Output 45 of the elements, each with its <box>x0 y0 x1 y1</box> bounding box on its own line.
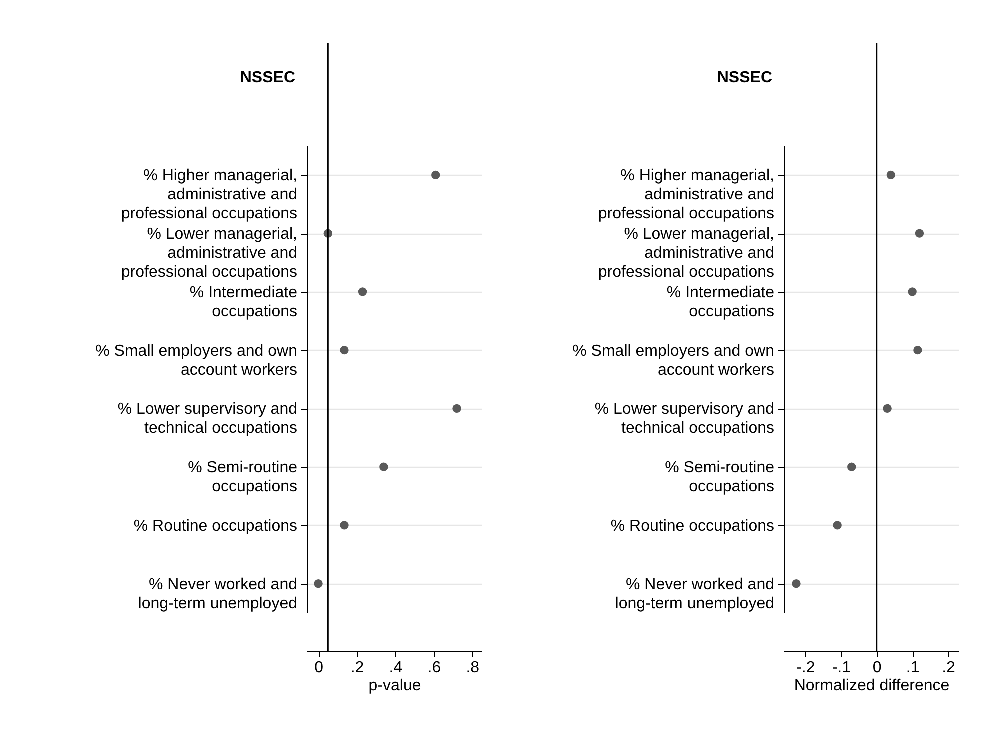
x-axis-title: p-value <box>368 678 422 694</box>
y-tick-label: % Lower supervisory and technical occupations <box>594 401 774 438</box>
y-tick-label: % Higher managerial, administrative and professional occupations <box>121 168 298 223</box>
x-tick-label: -.1 <box>832 660 852 676</box>
x-tick-label: .1 <box>906 660 920 676</box>
x-tick-label: .2 <box>942 660 956 676</box>
x-tick-label: .2 <box>350 660 364 676</box>
y-tick-label: % Semi-routine occupations <box>188 460 298 496</box>
point <box>848 462 856 472</box>
point <box>314 579 323 588</box>
y-tick-label: % Routine occupations <box>610 518 774 535</box>
x-axis-title: Normalized difference <box>794 678 950 694</box>
point <box>340 346 349 355</box>
point <box>340 521 349 530</box>
y-tick-label: % Routine occupations <box>134 518 298 535</box>
y-tick-label: % Semi-routine occupations <box>665 460 775 496</box>
y-tick-label: % Intermediate occupations <box>666 284 775 320</box>
point <box>452 404 462 414</box>
y-tick-label: % Small employers and own account workers <box>572 342 774 379</box>
x-tick-label: 0 <box>314 660 324 676</box>
y-tick-label: % Small employers and own account workers <box>96 342 298 379</box>
y-tick-label: % Higher managerial, administrative and professional occupations <box>598 168 774 223</box>
y-axis-title: NSSEC <box>717 70 773 86</box>
point <box>833 521 842 530</box>
point <box>380 462 388 472</box>
y-axis-title: NSSEC <box>240 70 296 86</box>
y-tick-label: % Never worked and long-term unemployed <box>615 576 774 612</box>
x-tick-label: .4 <box>389 660 403 676</box>
y-tick-label: % Never worked and long-term unemployed <box>138 576 298 612</box>
y-tick-label: % Lower managerial, administrative and professional occupations <box>598 226 774 282</box>
point <box>914 346 922 355</box>
y-tick-label: % Lower supervisory and technical occupations <box>118 401 298 438</box>
x-tick-label: -.2 <box>796 660 816 676</box>
x-tick-label: .8 <box>466 660 480 676</box>
point <box>792 579 801 588</box>
point <box>358 288 368 296</box>
x-tick-label: .6 <box>428 660 442 676</box>
x-tick-label: 0 <box>872 660 882 676</box>
y-tick-label: % Lower managerial, administrative and professional occupations <box>121 226 298 282</box>
point <box>886 170 896 180</box>
point <box>915 229 924 238</box>
y-tick-label: % Intermediate occupations <box>190 284 298 320</box>
point <box>908 288 917 296</box>
point <box>883 404 892 414</box>
point <box>432 170 440 180</box>
